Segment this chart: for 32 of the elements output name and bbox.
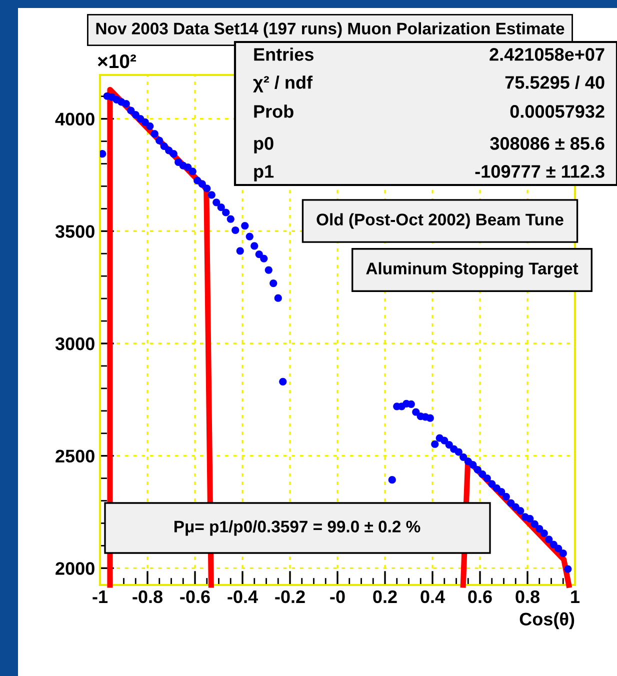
x-axis-title: Cos(θ) — [520, 612, 574, 630]
y-tick-label: 4000 — [55, 112, 94, 126]
chart-title: Nov 2003 Data Set14 (197 runs) Muon Polarization Estimate — [96, 22, 564, 38]
x-tick-label: -0.2 — [275, 590, 305, 604]
annotation: 0.00057932 — [510, 105, 604, 118]
text: Entries — [254, 48, 314, 61]
annotation: Aluminum Stopping Target — [366, 262, 578, 278]
annotation: Old (Post-Oct 2002) Beam Tune — [316, 213, 564, 229]
y-tick-label: 2500 — [56, 450, 94, 463]
annotation: χ² / ndf — [253, 76, 313, 92]
x-tick-label: -0.8 — [132, 590, 163, 604]
y-tick-label: 2000 — [56, 562, 94, 575]
x-tick-label: -0.6 — [180, 590, 210, 604]
y-tick-label: 3000 — [55, 337, 94, 350]
x-tick-label: 0.8 — [516, 590, 540, 604]
annotation: 75.5295 / 40 — [505, 76, 604, 90]
annotation: Pμ= p1/p0/0.3597 = 99.0 ± 0.2 % — [174, 520, 420, 536]
text: 2.421058e+07 — [490, 48, 604, 61]
annotation: p1 — [254, 165, 274, 182]
annotation: Prob — [254, 104, 294, 118]
y-tick-label: 3500 — [55, 225, 94, 238]
x-tick-label: -0 — [330, 590, 345, 604]
x-tick-label: -1 — [92, 590, 108, 603]
x-tick-label: 1 — [571, 590, 580, 603]
annotation: p0 — [254, 137, 274, 154]
x-tick-label: -0.4 — [228, 590, 258, 604]
annotation: -109777 ± 112.3 — [475, 165, 604, 178]
text: ×10² — [98, 54, 136, 68]
x-tick-label: 0.2 — [373, 590, 397, 604]
x-tick-label: 0.4 — [420, 590, 445, 604]
annotation: 308086 ± 85.6 — [490, 137, 604, 150]
x-tick-label: 0.6 — [468, 590, 492, 604]
